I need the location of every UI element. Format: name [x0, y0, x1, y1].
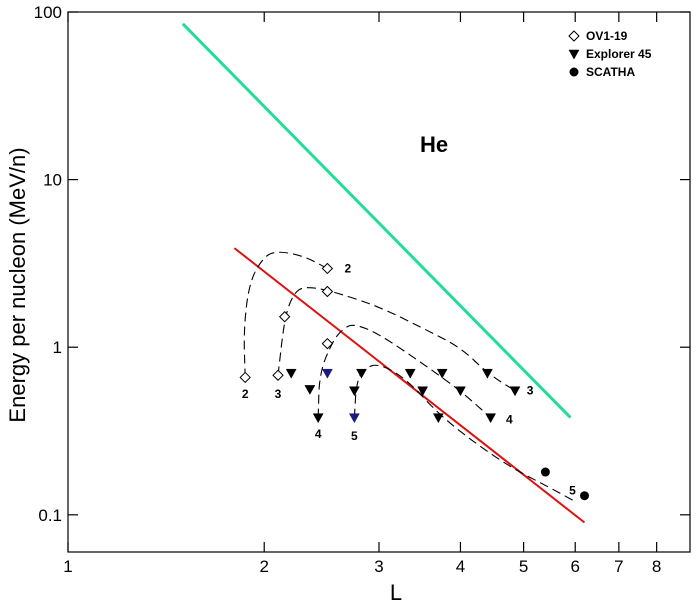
point-explorer-45-3	[321, 368, 333, 379]
point-ov1-19-4	[321, 285, 334, 298]
y-tick-label-2: 10	[43, 171, 62, 190]
point-ov1-19-5	[321, 262, 334, 275]
curve-3	[277, 287, 516, 392]
curve-4	[317, 324, 491, 419]
x-tick-label-4: 5	[519, 557, 528, 576]
curve-5	[353, 364, 576, 502]
legend-marker-2	[569, 67, 579, 77]
legend-marker-0	[568, 30, 580, 42]
point-ov1-19-2	[278, 311, 291, 323]
x-tick-label-3: 4	[456, 557, 465, 576]
y-axis-title: Energy per nucleon (MeV/n)	[5, 147, 30, 422]
point-scatha-1	[580, 491, 590, 501]
legend-label-1: Explorer 45	[586, 47, 652, 61]
start-label-5: 5	[351, 429, 358, 443]
curve-label-4: 4	[506, 413, 513, 427]
point-explorer-45-2	[312, 413, 324, 424]
point-ov1-19-1	[272, 369, 284, 381]
legend-label-0: OV1-19	[586, 29, 628, 43]
point-explorer-45-6	[356, 368, 367, 379]
x-tick-label-5: 6	[570, 557, 579, 576]
reference-line-1	[181, 22, 572, 419]
x-axis-title: L	[390, 580, 402, 605]
x-tick-label-2: 3	[374, 557, 383, 576]
curve-label-5: 5	[569, 483, 576, 497]
curve-label-3: 3	[527, 384, 534, 398]
point-ov1-19-0	[239, 371, 251, 384]
reference-line-2	[233, 247, 586, 524]
point-explorer-45-12	[481, 368, 493, 379]
point-explorer-45-8	[417, 386, 429, 397]
point-explorer-45-4	[348, 386, 360, 397]
x-tick-label-0: 1	[63, 557, 72, 576]
point-explorer-45-10	[436, 368, 448, 379]
point-explorer-45-11	[455, 386, 466, 397]
point-explorer-45-5	[348, 413, 360, 424]
x-tick-label-7: 8	[652, 557, 661, 576]
point-explorer-45-7	[404, 368, 416, 379]
y-tick-label-0: 0.1	[38, 506, 62, 525]
start-label-4: 4	[315, 427, 322, 441]
x-tick-label-6: 7	[614, 557, 623, 576]
point-explorer-45-13	[485, 413, 497, 424]
species-label: He	[420, 132, 448, 157]
start-label-3: 3	[275, 387, 282, 401]
legend-label-2: SCATHA	[586, 65, 635, 79]
plot-frame	[67, 11, 691, 553]
point-scatha-0	[540, 467, 550, 477]
point-explorer-45-1	[304, 385, 316, 395]
point-explorer-45-9	[432, 413, 444, 424]
y-tick-label-3: 100	[34, 3, 62, 22]
x-tick-label-1: 2	[259, 557, 268, 576]
y-tick-label-1: 1	[53, 338, 62, 357]
start-label-2: 2	[242, 387, 249, 401]
point-explorer-45-0	[285, 368, 297, 379]
point-ov1-19-3	[321, 337, 334, 350]
legend-marker-1	[568, 49, 580, 60]
point-explorer-45-14	[509, 386, 521, 397]
curve-label-2: 2	[344, 261, 351, 275]
